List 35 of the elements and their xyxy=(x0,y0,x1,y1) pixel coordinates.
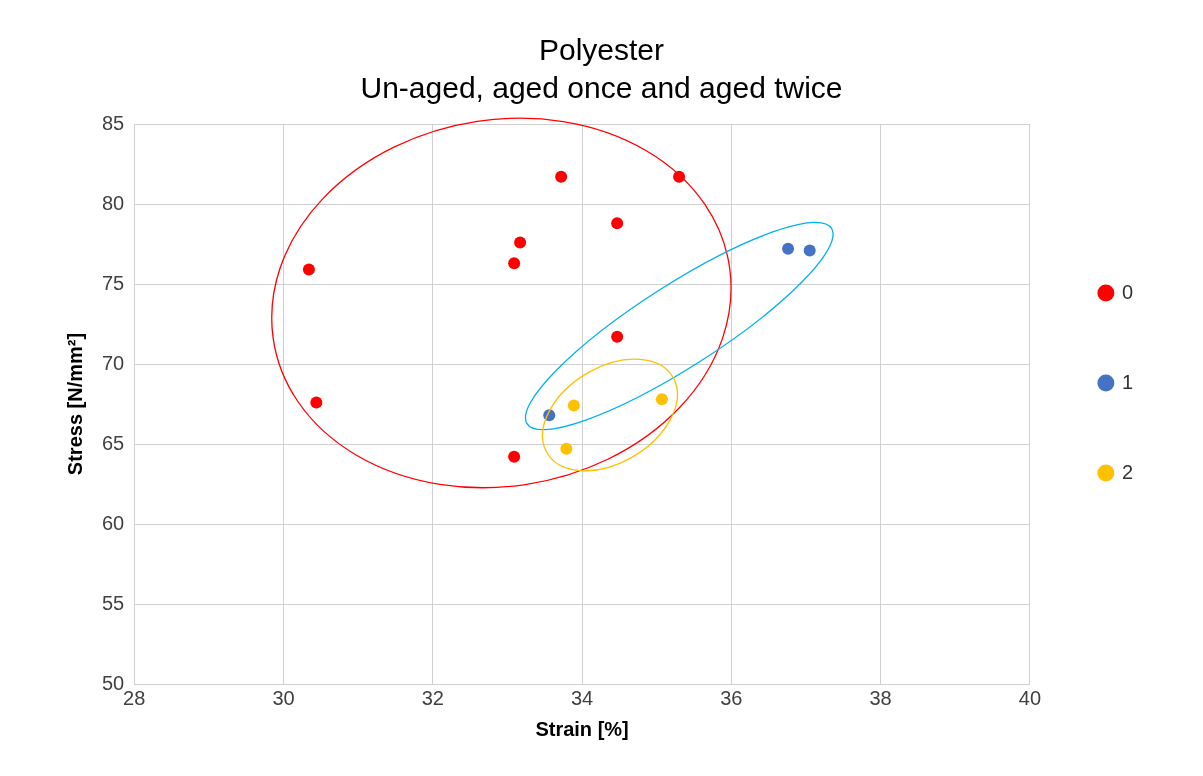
x-tick-label: 28 xyxy=(123,686,146,709)
x-tick-label: 40 xyxy=(1018,686,1041,709)
x-tick-label: 36 xyxy=(720,686,743,709)
point xyxy=(611,217,624,230)
point xyxy=(611,330,624,343)
legend-label: 0 xyxy=(1121,280,1133,303)
y-tick-label: 85 xyxy=(102,111,125,134)
point xyxy=(508,450,521,463)
point xyxy=(560,442,573,455)
y-tick-label: 50 xyxy=(102,671,125,694)
x-tick-label: 38 xyxy=(869,686,892,709)
x-tick-label: 30 xyxy=(272,686,295,709)
chart-title: Polyester xyxy=(538,33,665,67)
chart-subtitle: Un-aged, aged once and aged twice xyxy=(360,71,843,105)
point xyxy=(655,393,668,406)
legend-label: 2 xyxy=(1121,460,1133,483)
x-axis-title: Strain [%] xyxy=(535,717,629,740)
point xyxy=(567,399,580,412)
y-axis-title: Stress [N/mm²] xyxy=(63,332,86,476)
y-tick-label: 65 xyxy=(102,431,125,454)
point xyxy=(302,263,315,276)
y-tick-label: 60 xyxy=(102,511,125,534)
x-tick-label: 32 xyxy=(421,686,444,709)
legend-label: 1 xyxy=(1121,370,1133,393)
point xyxy=(803,244,816,257)
y-tick-label: 80 xyxy=(102,191,125,214)
point xyxy=(310,396,323,409)
y-tick-label: 75 xyxy=(102,271,125,294)
y-tick-label: 55 xyxy=(102,591,125,614)
point xyxy=(555,170,568,183)
point xyxy=(782,242,795,255)
x-tick-label: 34 xyxy=(570,686,594,709)
y-tick-label: 70 xyxy=(102,351,125,374)
point xyxy=(514,236,527,249)
point xyxy=(508,257,521,270)
